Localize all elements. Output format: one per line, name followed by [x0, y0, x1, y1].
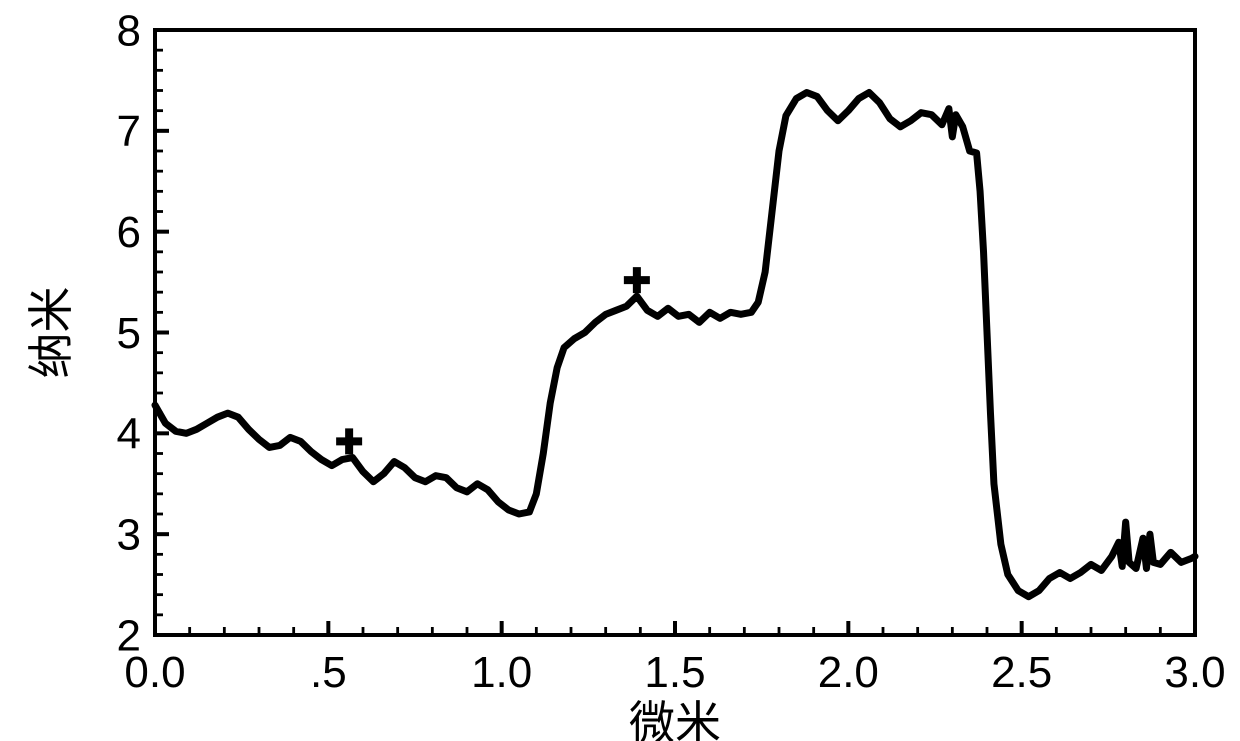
y-tick-label: 5 [117, 309, 141, 358]
cross-marker [336, 428, 362, 454]
x-tick-label: .5 [310, 648, 347, 697]
x-axis-title: 微米 [629, 698, 721, 741]
x-tick-label: 2.5 [991, 648, 1052, 697]
height-profile-line [155, 93, 1195, 597]
y-tick-label: 2 [117, 611, 141, 660]
chart-container: 0.0.51.01.52.02.53.02345678微米纳米 [0, 0, 1240, 741]
y-tick-label: 4 [117, 410, 141, 459]
x-tick-label: 1.0 [471, 648, 532, 697]
profile-line-chart: 0.0.51.01.52.02.53.02345678微米纳米 [0, 0, 1240, 741]
x-tick-label: 2.0 [818, 648, 879, 697]
y-axis-title: 纳米 [26, 287, 77, 379]
cross-marker [624, 267, 650, 293]
y-tick-label: 7 [117, 107, 141, 156]
x-tick-label: 3.0 [1164, 648, 1225, 697]
y-tick-label: 3 [117, 511, 141, 560]
plot-frame [155, 30, 1195, 635]
x-tick-label: 1.5 [644, 648, 705, 697]
y-tick-label: 8 [117, 6, 141, 55]
y-tick-label: 6 [117, 208, 141, 257]
